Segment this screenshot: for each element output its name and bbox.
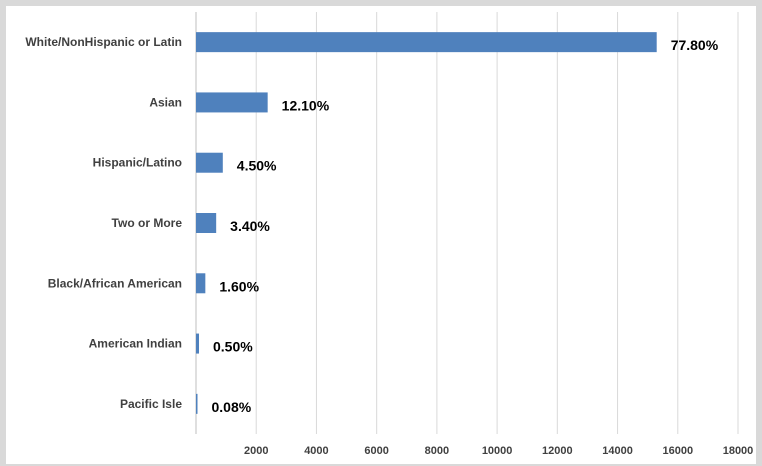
bar-0	[196, 32, 657, 53]
x-tick-label: 6000	[364, 445, 388, 457]
data-label: 0.08%	[212, 399, 252, 415]
x-tick-label: 18000	[723, 445, 754, 457]
bar-5	[196, 333, 200, 354]
bar-1	[196, 92, 268, 113]
category-label: White/NonHispanic or Latin	[25, 35, 182, 49]
data-label: 77.80%	[671, 37, 719, 53]
data-label: 0.50%	[213, 339, 253, 355]
category-label: Asian	[149, 95, 182, 109]
x-tick-label: 10000	[482, 445, 513, 457]
category-label: American Indian	[89, 337, 182, 351]
category-label: Black/African American	[48, 276, 182, 290]
data-label: 12.10%	[282, 97, 330, 113]
data-label: 3.40%	[230, 218, 270, 234]
x-tick-label: 14000	[602, 445, 633, 457]
x-tick-label: 4000	[304, 445, 328, 457]
category-label: Pacific Isle	[120, 397, 182, 411]
category-label: Two or More	[112, 216, 183, 230]
chart-frame	[6, 6, 756, 464]
bar-2	[196, 152, 223, 173]
data-label: 1.60%	[219, 278, 259, 294]
data-label: 4.50%	[237, 158, 277, 174]
bar-6	[196, 393, 198, 414]
bar-4	[196, 273, 206, 294]
x-tick-label: 16000	[662, 445, 693, 457]
x-tick-label: 2000	[244, 445, 268, 457]
x-tick-label: 12000	[542, 445, 573, 457]
bar-3	[196, 213, 217, 233]
x-tick-label: 8000	[425, 445, 449, 457]
category-label: Hispanic/Latino	[93, 156, 182, 170]
